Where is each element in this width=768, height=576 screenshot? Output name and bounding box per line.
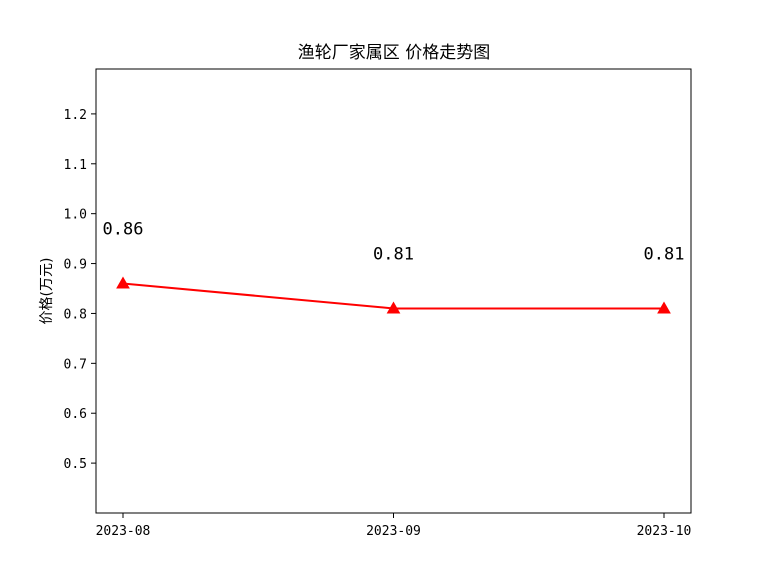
- y-tick-label: 1.2: [64, 108, 87, 123]
- y-tick-label: 0.9: [64, 258, 87, 273]
- y-tick-label: 1.1: [64, 158, 87, 173]
- data-label: 0.81: [373, 244, 414, 264]
- x-tick-label: 2023-09: [366, 524, 421, 539]
- y-tick-label: 1.0: [64, 208, 87, 223]
- y-axis: 0.5 0.6 0.7 0.8 0.9 1.0 1.1 1.2: [64, 108, 96, 472]
- y-tick-label: 0.6: [64, 407, 87, 422]
- x-axis: 2023-08 2023-09 2023-10: [96, 513, 692, 539]
- x-tick-label: 2023-10: [637, 524, 692, 539]
- x-tick-label: 2023-08: [96, 524, 151, 539]
- plot-area: [95, 68, 692, 514]
- data-point-marker: [657, 301, 671, 314]
- series-layer: 0.86 0.81 0.81: [103, 220, 685, 314]
- y-tick-label: 0.7: [64, 357, 87, 372]
- y-tick-label: 0.8: [64, 307, 87, 322]
- data-point-marker: [386, 301, 401, 314]
- data-label: 0.81: [644, 244, 685, 264]
- y-tick-label: 0.5: [64, 457, 87, 472]
- data-point-marker: [116, 276, 130, 289]
- y-axis-label: 价格(万元): [39, 258, 55, 325]
- chart-title: 渔轮厂家属区 价格走势图: [298, 43, 490, 63]
- data-label: 0.86: [103, 220, 144, 240]
